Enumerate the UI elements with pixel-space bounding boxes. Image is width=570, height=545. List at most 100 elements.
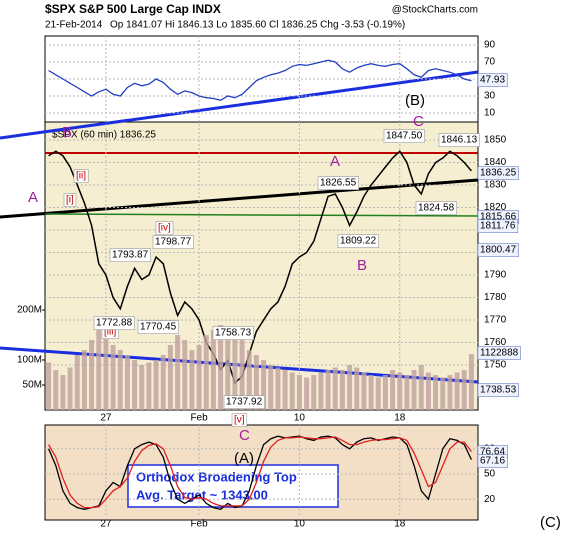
x-tick-label: 18 — [394, 413, 406, 424]
volume-bar — [382, 375, 388, 410]
volume-bar — [160, 355, 166, 410]
label-box — [337, 234, 379, 248]
annotation: 1770.45 — [140, 322, 177, 333]
volume-bar — [468, 354, 474, 410]
label-box — [137, 320, 179, 334]
annotation: 1737.92 — [226, 397, 263, 408]
annotation: A — [28, 189, 38, 206]
volume-bar — [124, 355, 130, 410]
y-tick-label: 1820 — [484, 202, 507, 213]
label-box — [477, 346, 521, 360]
annotation: 1847.50 — [386, 131, 423, 142]
volume-bar — [425, 372, 431, 410]
volume-bar — [339, 370, 345, 410]
volume-bar — [103, 335, 109, 410]
annotation: 1758.73 — [215, 328, 252, 339]
volume-bar — [139, 365, 145, 410]
volume-bar — [268, 365, 274, 410]
annotation: [v] — [234, 415, 245, 426]
x-tick-label: 27 — [100, 413, 112, 424]
x-tick-label: 10 — [294, 413, 306, 424]
label-box — [93, 316, 135, 330]
series-line — [48, 150, 472, 385]
x-tick-label: Feb — [190, 413, 208, 424]
y-tick-label: 1770 — [484, 315, 507, 326]
annotation: C — [239, 427, 250, 444]
annotation: 1826.55 — [320, 178, 357, 189]
volume-bar — [447, 375, 453, 410]
annotation: 1772.88 — [96, 318, 133, 329]
source: @StockCharts.com — [392, 5, 478, 16]
annotation: B — [62, 124, 72, 141]
label-box — [477, 73, 508, 87]
annotation: (C) — [540, 514, 561, 531]
volume-bar — [332, 367, 338, 410]
y-tick-label: 1790 — [484, 270, 507, 281]
date: 21-Feb-2014 — [45, 20, 103, 31]
y-tick-label: 200M — [17, 305, 42, 316]
volume-bar — [189, 350, 195, 410]
annotation: 1122888 — [480, 348, 519, 359]
trend-line — [0, 178, 479, 219]
volume-bar — [175, 335, 181, 410]
annotation: 47.93 — [480, 75, 505, 86]
volume-bar — [203, 335, 209, 410]
annotation: 1846.13 — [441, 135, 478, 146]
title: $SPX S&P 500 Large Cap INDX — [45, 2, 221, 16]
annotation: 1824.58 — [418, 203, 455, 214]
x-tick-label: 18 — [394, 519, 406, 530]
volume-bar — [304, 377, 310, 410]
volume-bar — [60, 375, 66, 410]
volume-bar — [390, 370, 396, 410]
volume-bar — [361, 372, 367, 410]
series-line — [48, 59, 472, 101]
volume-bar — [81, 350, 87, 410]
volume-bar — [311, 375, 317, 410]
y-tick-label: 50M — [23, 380, 42, 391]
volume-bar — [67, 367, 73, 410]
volume-bar — [96, 330, 102, 410]
volume-bar — [354, 367, 360, 410]
label-box — [109, 248, 151, 262]
annotation: 76.64 — [480, 447, 505, 458]
y-tick-label: 1830 — [484, 180, 507, 191]
label-box — [73, 169, 89, 183]
volume-bar — [368, 375, 374, 410]
y-tick-label: 20 — [484, 494, 496, 505]
series-line — [48, 436, 472, 509]
volume-bar — [253, 355, 259, 410]
volume-bar — [74, 355, 80, 410]
x-tick-label: 27 — [100, 519, 112, 530]
volume-bar — [289, 372, 295, 410]
series-line — [48, 435, 472, 511]
volume-bar — [411, 370, 417, 410]
label-box — [223, 395, 265, 409]
volume-bar — [318, 372, 324, 410]
annotation: 1836.25 — [480, 168, 517, 179]
annotation: 1811.76 — [480, 221, 516, 232]
volume-bar — [296, 375, 302, 410]
label-box — [317, 176, 359, 190]
volume-bar — [89, 340, 95, 410]
trend-line — [0, 70, 479, 140]
y-tick-label: 1760 — [484, 337, 507, 348]
annotation: [i] — [66, 195, 74, 206]
annotation: [iii] — [104, 327, 116, 338]
volume-bar — [275, 367, 281, 410]
annotation: A — [330, 153, 340, 170]
quote: Op 1841.07 Hi 1846.13 Lo 1835.60 Cl 1836… — [110, 20, 405, 31]
volume-bar — [53, 370, 59, 410]
y-tick-label: 90 — [484, 40, 496, 51]
annotation: [iv] — [158, 223, 171, 234]
y-tick-label: 50 — [484, 469, 496, 480]
volume-bar — [404, 375, 410, 410]
volume-bar — [167, 345, 173, 410]
volume-bar — [232, 327, 238, 410]
volume-bar — [46, 362, 52, 410]
volume-bar — [325, 370, 331, 410]
label-box — [63, 193, 77, 207]
volume-bar — [433, 375, 439, 410]
y-tick-label: 1840 — [484, 157, 507, 168]
annotation: C — [413, 113, 424, 130]
